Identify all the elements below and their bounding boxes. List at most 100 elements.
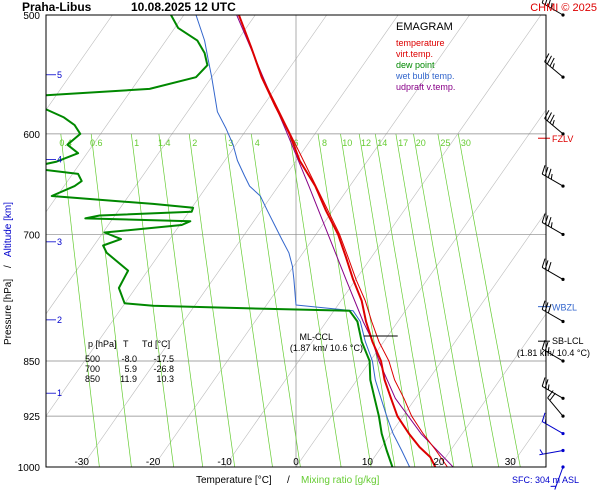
- wind-barb-feather: [549, 57, 555, 67]
- wind-barb-staff: [547, 397, 564, 417]
- table-cell-p: 700: [85, 364, 100, 374]
- wind-barb-feather: [547, 216, 552, 227]
- mixing-ratio-line: [224, 133, 273, 467]
- x-axis-separator: /: [287, 475, 290, 486]
- wind-barb-feather: [547, 304, 552, 314]
- y-tick-label: 925: [23, 412, 40, 423]
- profile-series: [46, 15, 454, 467]
- mixing-ratio-label: 1: [134, 138, 139, 148]
- wind-barb-station: [561, 465, 565, 469]
- isotherm-line: [152, 15, 470, 467]
- y-tick-label: 500: [23, 11, 40, 22]
- x-axis-label: Temperature [°C]: [196, 475, 272, 486]
- wind-barb-feather: [541, 300, 546, 310]
- table-header-td: Td [°C]: [142, 339, 170, 349]
- isotherm-line: [295, 109, 546, 467]
- table-cell-td: -26.8: [153, 364, 174, 374]
- y-axis-label-altitude: Altitude [km]: [3, 202, 14, 257]
- mixing-ratio-label: 8: [322, 138, 327, 148]
- isotherm-line: [224, 15, 542, 467]
- mixing-ratio-label: 4: [255, 138, 260, 148]
- ml-ccl-label: ML-CCL: [299, 332, 333, 342]
- wind-barb-feather: [539, 449, 544, 455]
- annotations: FZLV WBZL SB-LCL (1.81 km/ 10.4 °C) ML-CCL(1…: [290, 134, 590, 358]
- legend-virt-temp: virt.temp.: [396, 49, 433, 59]
- wind-barb-staff: [544, 61, 564, 78]
- mixing-ratio-label: 6: [293, 138, 298, 148]
- wind-barb-feather: [549, 114, 555, 124]
- mixing-ratio-label: 12: [361, 138, 371, 148]
- mixing-ratio-line: [395, 133, 455, 467]
- wind-barb-staff: [554, 466, 564, 490]
- mixing-ratio-label: 0.6: [90, 138, 103, 148]
- wind-barb-feather: [550, 2, 553, 9]
- mixing-ratio-label: 3: [228, 138, 233, 148]
- mixing-ratio-label: 25: [440, 138, 450, 148]
- mixing-ratio-line: [250, 133, 301, 467]
- mixing-ratio-label: 1.4: [158, 138, 171, 148]
- wind-barb: [550, 465, 565, 490]
- wind-barb-feather: [546, 55, 552, 65]
- mixing-ratio-layer: 0.4 0.6 1 1.4 2 3 4 6 8 10 12 14 17 20 25 30: [59, 133, 521, 467]
- table-cell-p: 500: [85, 354, 100, 364]
- wind-barb-station: [561, 319, 565, 324]
- credit-label: CHMI © 2025: [530, 2, 597, 14]
- table-cell-td: -17.5: [153, 354, 174, 364]
- wind-barb-staff: [541, 2, 564, 16]
- wind-barb: [547, 390, 565, 418]
- chart-title: EMAGRAM: [396, 21, 453, 33]
- grid-layer: [46, 15, 546, 467]
- ml-ccl-sub: (1.87 km/ 10.6 °C): [290, 343, 363, 353]
- pressure-level-lines: [46, 133, 546, 417]
- mixing-ratio-line: [358, 133, 416, 467]
- wind-barb-staff: [544, 118, 564, 135]
- x-tick-label: 0: [293, 457, 299, 468]
- wind-barb-station: [561, 431, 565, 436]
- wind-barb-station: [561, 396, 565, 400]
- wind-barb-feather: [541, 412, 546, 422]
- mixing-ratio-line: [457, 133, 521, 467]
- mixing-ratio-line: [317, 133, 372, 467]
- mixing-ratio-label: 10: [342, 138, 352, 148]
- wind-barb-station: [561, 13, 565, 17]
- wind-barbs: [539, 0, 565, 490]
- wind-barb-feather: [541, 377, 546, 387]
- x-tick-label: 10: [362, 457, 374, 468]
- mixing-ratio-label: 30: [461, 138, 471, 148]
- wind-barb-feather: [547, 384, 550, 390]
- wbzl-label: WBZL: [552, 303, 577, 313]
- wind-barb-feather: [544, 53, 550, 62]
- mixing-ratio-line: [60, 133, 100, 467]
- mixing-ratio-label: 14: [377, 138, 387, 148]
- wind-barb-feather: [541, 213, 546, 223]
- x-axis-label-mixing: Mixing ratio [g/kg]: [301, 475, 380, 486]
- y-tick-label: 600: [23, 130, 40, 141]
- wind-barb-feather: [550, 222, 553, 228]
- x-axis-title: Temperature [°C] / Mixing ratio [g/kg]: [196, 475, 380, 486]
- y-axis-separator: /: [3, 265, 14, 268]
- x-tick-label: 30: [505, 457, 517, 468]
- wind-barb-feather: [546, 112, 552, 121]
- wind-barb-feather: [541, 0, 544, 4]
- wind-barb-station: [561, 277, 565, 282]
- mixing-ratio-label: 17: [398, 138, 408, 148]
- isotherm-line: [367, 211, 546, 467]
- dew-point-line: [46, 15, 394, 467]
- virtual-temp-line: [238, 15, 448, 467]
- wind-barb: [541, 0, 565, 17]
- y-tick-label: 1000: [18, 463, 41, 474]
- legend-temperature: temperature: [396, 38, 445, 48]
- legend-wet-bulb: wet bulb temp.: [395, 71, 455, 81]
- isotherm-line: [438, 313, 546, 467]
- wind-barb: [544, 53, 565, 79]
- wind-barb-station: [561, 184, 565, 188]
- wind-barb-feather: [552, 63, 555, 69]
- wind-barb-feather: [541, 258, 546, 268]
- y-tick-label: 850: [23, 357, 40, 368]
- sounding-table: p [hPa] T Td [°C] 500 -8.0 -17.5 700 5.9…: [85, 339, 174, 384]
- table-cell-t: 5.9: [124, 364, 137, 374]
- mixing-ratio-line: [188, 133, 236, 467]
- wind-barb-feather: [547, 0, 551, 7]
- x-tick-label: -10: [217, 457, 232, 468]
